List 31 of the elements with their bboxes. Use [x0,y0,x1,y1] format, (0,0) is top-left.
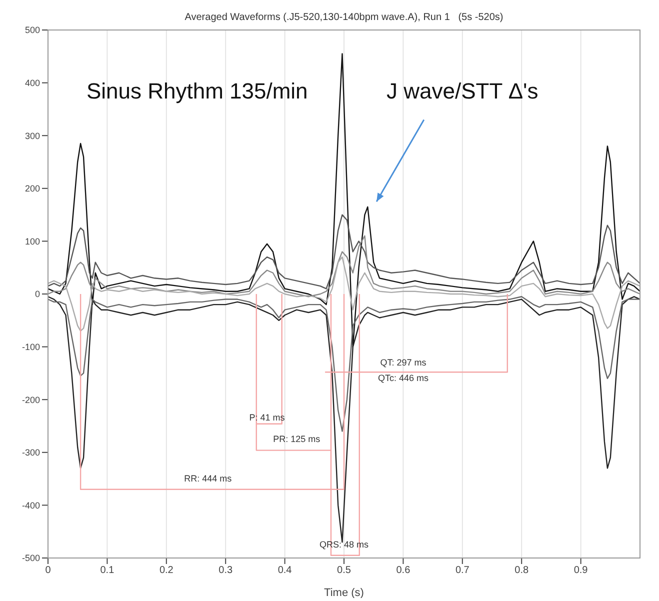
annotation: QT: 297 ms [380,357,427,368]
annotation: QTc: 446 ms [378,373,429,384]
y-tick-label: 400 [24,78,40,88]
y-tick-label: 300 [24,130,40,141]
annotation: P: 41 ms [249,412,286,423]
y-tick-label: -300 [22,448,40,458]
x-tick-label: 0.1 [100,565,115,576]
x-tick-label: 0.7 [455,565,470,576]
x-tick-label: 0.9 [574,565,588,576]
x-tick-label: 0.6 [396,565,411,576]
x-axis-title: Time (s) [324,587,364,599]
annotation: QRS: 48 ms [319,539,370,550]
x-tick-label: 0.4 [278,565,292,576]
x-tick-label: 0.5 [337,565,352,576]
annotation: PR: 125 ms [273,434,321,444]
y-tick-label: 200 [24,184,40,194]
y-tick-label: 0 [34,289,40,300]
y-tick-label: -400 [22,500,40,510]
y-tick-label: 500 [24,25,40,36]
annotation: J wave/STT Δ's [386,78,538,104]
y-tick-label: -100 [22,342,40,352]
x-tick-label: 0.8 [514,565,529,576]
x-tick-label: 0.2 [159,565,174,576]
annotation: RR: 444 ms [184,473,232,484]
annotation: Sinus Rhythm 135/min [86,78,308,104]
x-tick-label: 0 [45,565,52,576]
x-tick-label: 0.3 [218,565,233,576]
chart-title: Averaged Waveforms (.J5-520,130-140bpm wave.A), Run 1 (5s -520s) [184,12,504,23]
y-tick-label: 100 [24,236,40,246]
y-tick-label: -200 [22,394,40,405]
y-tick-label: -500 [22,553,40,564]
